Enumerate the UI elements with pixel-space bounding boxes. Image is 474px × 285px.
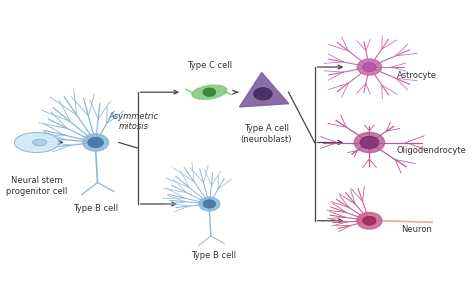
Text: Neuron: Neuron [401,225,432,234]
Text: Neural stem
progenitor cell: Neural stem progenitor cell [6,176,67,196]
Text: Type B cell: Type B cell [191,251,236,260]
Ellipse shape [192,85,227,99]
Text: Astrocyte: Astrocyte [397,71,437,80]
Text: Oligodendrocyte: Oligodendrocyte [397,146,466,155]
Text: Type A cell
(neuroblast): Type A cell (neuroblast) [240,124,292,144]
Circle shape [357,59,382,75]
Circle shape [363,216,376,225]
Circle shape [82,134,109,151]
Circle shape [254,87,272,100]
Circle shape [199,197,220,211]
Text: Type C cell: Type C cell [187,61,232,70]
Polygon shape [239,73,289,107]
Circle shape [354,133,384,152]
Text: Asymmetric
mitosis: Asymmetric mitosis [109,112,159,131]
Circle shape [203,200,216,208]
Circle shape [363,62,376,72]
Ellipse shape [14,133,59,152]
Circle shape [203,88,216,97]
Circle shape [88,137,103,148]
Circle shape [360,136,379,149]
Text: Type B cell: Type B cell [73,204,118,213]
Ellipse shape [33,139,47,146]
Circle shape [357,212,382,229]
